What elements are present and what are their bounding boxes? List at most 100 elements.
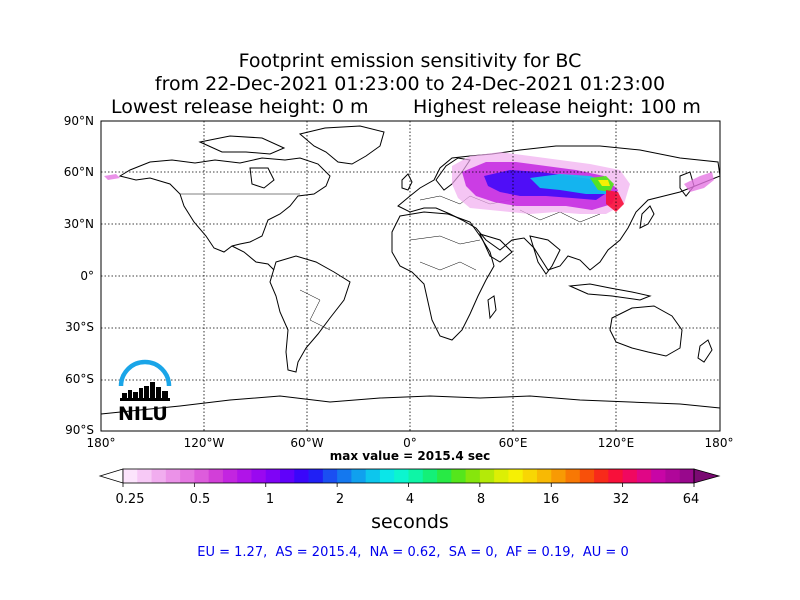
arctic-islands bbox=[198, 135, 286, 155]
colorbar-bin bbox=[594, 469, 609, 483]
north-america-coast bbox=[118, 157, 331, 253]
colorbar-tick-6: 16 bbox=[542, 492, 560, 507]
highest-release-height: Highest release height: 100 m bbox=[413, 96, 701, 118]
colorbar-under-extension bbox=[98, 468, 124, 484]
colorbar-unit-label: seconds bbox=[371, 511, 449, 533]
madagascar-coast bbox=[487, 295, 497, 320]
colorbar-bin bbox=[508, 469, 524, 483]
nilu-logo: NILU bbox=[114, 358, 176, 425]
colorbar-tick-5: 8 bbox=[476, 492, 486, 507]
colorbar-tick-8: 64 bbox=[682, 492, 700, 507]
colorbar-bin bbox=[165, 469, 181, 483]
british-isles-coast bbox=[401, 173, 413, 191]
nilu-logo-mark: NILU bbox=[118, 359, 172, 425]
colorbar-tick-7: 32 bbox=[612, 492, 630, 507]
colorbar-tick-4: 4 bbox=[405, 492, 415, 507]
colorbar-bin bbox=[222, 469, 238, 483]
colorbar-bin bbox=[579, 469, 595, 483]
colorbar-bin bbox=[194, 469, 210, 483]
map-frame bbox=[100, 120, 721, 432]
south-america-coast bbox=[269, 255, 351, 373]
colorbar-bin bbox=[479, 469, 495, 483]
colorbar-bin bbox=[151, 469, 167, 483]
lon-label-60e: 60°E bbox=[498, 436, 528, 450]
colorbar-over-extension bbox=[693, 468, 721, 484]
colorbar-bin bbox=[237, 469, 252, 483]
colorbar-bin bbox=[408, 469, 424, 483]
gridlines bbox=[101, 121, 720, 431]
colorbar-tick-0: 0.25 bbox=[115, 492, 145, 507]
greenland-coast bbox=[298, 125, 385, 165]
colorbar-bin bbox=[294, 469, 309, 483]
north-africa-borders bbox=[409, 235, 481, 245]
logo-skyline bbox=[120, 382, 170, 401]
logo-text: NILU bbox=[118, 403, 168, 422]
colorbar-bin bbox=[536, 469, 552, 483]
colorbar-bin bbox=[379, 469, 395, 483]
regional-totals: EU = 1.27, AS = 2015.4, NA = 0.62, SA = … bbox=[197, 545, 629, 560]
colorbar-bin bbox=[422, 469, 438, 483]
colorbar-bin bbox=[465, 469, 481, 483]
colorbar-bin bbox=[665, 469, 681, 483]
coastlines bbox=[101, 125, 720, 415]
lon-label-0: 0° bbox=[403, 436, 417, 450]
colorbar-bin bbox=[522, 469, 538, 483]
lowest-release-height: Lowest release height: 0 m bbox=[111, 96, 369, 118]
sensitivity-plume bbox=[104, 152, 714, 214]
central-africa-borders bbox=[419, 261, 477, 271]
lat-label-30s: 30°S bbox=[65, 320, 94, 334]
colorbar-bin bbox=[365, 469, 381, 483]
africa-coast bbox=[391, 211, 495, 341]
australia-coast bbox=[609, 305, 683, 357]
colorbar bbox=[98, 468, 721, 487]
colorbar-bin bbox=[137, 469, 152, 483]
hudson-bay bbox=[249, 167, 275, 189]
japan-coast bbox=[639, 205, 655, 229]
colorbar-bin bbox=[651, 469, 666, 483]
antarctica-coast bbox=[101, 395, 720, 415]
lat-label-60n: 60°N bbox=[63, 165, 94, 179]
logo-arc bbox=[118, 359, 172, 387]
lat-label-90n: 90°N bbox=[63, 114, 94, 128]
lon-label-180w: 180° bbox=[86, 436, 116, 450]
colorbar-bin bbox=[679, 469, 695, 483]
colorbar-bin bbox=[280, 469, 295, 483]
lat-label-60s: 60°S bbox=[65, 372, 94, 386]
south-america-borders bbox=[299, 289, 331, 331]
colorbar-bin bbox=[180, 469, 195, 483]
colorbar-bin bbox=[437, 469, 452, 483]
colorbar-tick-1: 0.5 bbox=[189, 492, 211, 507]
colorbar-bin bbox=[551, 469, 566, 483]
colorbar-bin bbox=[451, 469, 466, 483]
arabia-coast bbox=[479, 233, 513, 263]
colorbar-tick-3: 2 bbox=[335, 492, 345, 507]
colorbar-bin bbox=[123, 469, 138, 483]
colorbar-bin bbox=[622, 469, 638, 483]
colorbar-bin bbox=[265, 469, 281, 483]
lon-label-120w: 120°W bbox=[183, 436, 225, 450]
lon-label-60w: 60°W bbox=[290, 436, 324, 450]
lon-label-180e: 180° bbox=[704, 436, 734, 450]
plume-red bbox=[606, 190, 624, 212]
plume-far-east bbox=[684, 172, 714, 192]
colorbar-bin bbox=[251, 469, 267, 483]
colorbar-tick-2: 1 bbox=[265, 492, 275, 507]
indonesia-coast bbox=[568, 283, 652, 301]
plume-cyan bbox=[530, 174, 608, 194]
figure-date-range: from 22-Dec-2021 01:23:00 to 24-Dec-2021… bbox=[154, 73, 666, 95]
figure-title: Footprint emission sensitivity for BC bbox=[238, 50, 582, 72]
max-value-label: max value = 2015.4 sec bbox=[329, 449, 491, 463]
colorbar-bin bbox=[308, 469, 324, 483]
colorbar-bin bbox=[494, 469, 509, 483]
colorbar-bin bbox=[394, 469, 409, 483]
colorbar-bin bbox=[337, 469, 352, 483]
lat-label-90s: 90°S bbox=[65, 423, 94, 437]
lon-label-120e: 120°E bbox=[597, 436, 635, 450]
lat-label-30n: 30°N bbox=[63, 217, 94, 231]
plume-far-west bbox=[104, 174, 120, 180]
india-coast bbox=[529, 235, 561, 275]
plume-yellow bbox=[598, 180, 610, 186]
colorbar-bin bbox=[322, 469, 338, 483]
